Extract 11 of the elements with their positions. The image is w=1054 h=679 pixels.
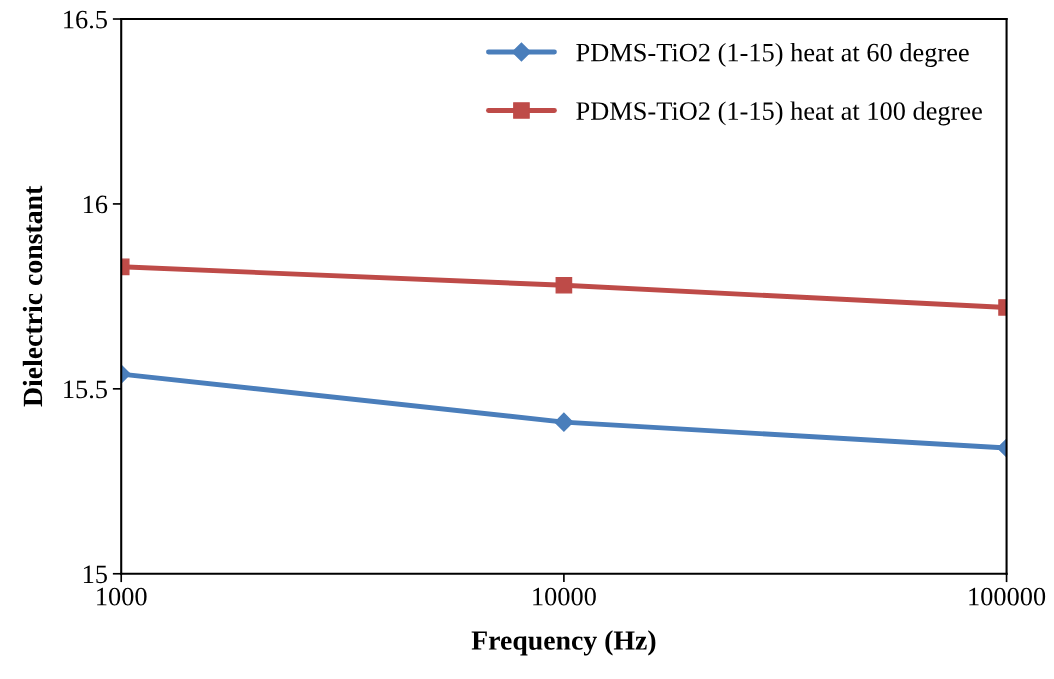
x-axis-title: Frequency (Hz) (471, 630, 656, 656)
x-tick-label: 10000 (533, 587, 596, 606)
x-tick-label: 100000 (969, 587, 1046, 606)
y-tick-label: 15.5 (64, 380, 107, 399)
legend-label: PDMS-TiO2 (1-15) heat at 60 degree (576, 42, 969, 67)
y-tick-label: 15 (83, 565, 107, 584)
x-tick-label: 1000 (97, 587, 147, 606)
y-tick-label: 16 (83, 195, 108, 214)
legend-label: PDMS-TiO2 (1-15) heat at 100 degree (576, 101, 982, 126)
y-tick-label: 16.5 (64, 10, 107, 29)
y-axis-title: Dielectric constant (22, 185, 43, 407)
